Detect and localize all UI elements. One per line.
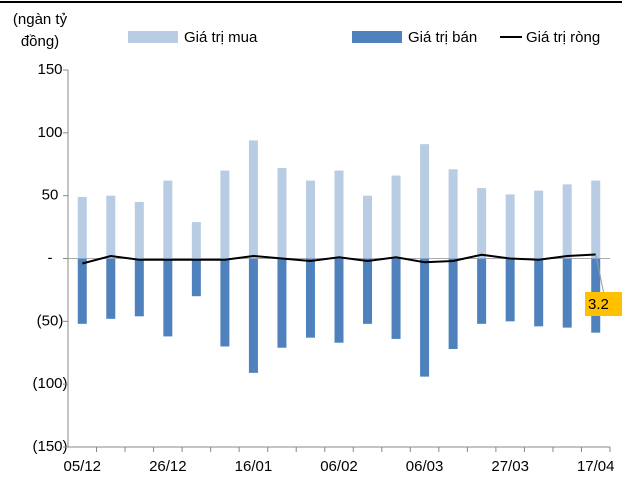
bar [448,169,458,259]
y-tick-label: 150 [37,61,62,78]
bar [277,258,287,348]
x-tick-label: 05/12 [63,458,101,475]
bar [505,258,515,322]
y-tick-label: 50 [42,187,59,204]
bar [134,201,144,259]
bar [277,168,287,259]
legend-label: Giá trị mua [184,29,258,46]
bar [363,195,373,259]
bar [77,196,87,259]
x-tick-label: 17/04 [577,458,615,475]
bar [334,258,344,343]
bar [191,222,201,259]
y-axis-label: đồng) [21,33,59,50]
callout-box [585,292,622,316]
bar [391,175,401,259]
legend-swatch [352,31,402,43]
bar [448,258,458,349]
legend-label: Giá trị bán [408,29,477,46]
bar [591,180,601,259]
bar [562,184,572,259]
legend-swatch [128,31,178,43]
bar [477,258,487,324]
bar [534,258,544,327]
bar [248,258,258,373]
y-tick-label: (100) [32,375,67,392]
y-axis-label: (ngàn tỷ [13,11,68,28]
bar [305,180,315,259]
bar [220,258,230,347]
bar [134,258,144,317]
bar [534,190,544,259]
bar [163,258,173,337]
x-tick-label: 26/12 [149,458,187,475]
y-tick-label: 100 [37,124,62,141]
bar [163,180,173,259]
legend-label: Giá trị ròng [526,29,600,46]
bar [391,258,401,339]
y-tick-label: (50) [37,312,64,329]
x-tick-label: 06/02 [320,458,358,475]
callout-leader [595,254,605,294]
net-line [82,253,596,265]
x-tick-label: 16/01 [235,458,273,475]
bar [106,195,116,259]
bar [420,144,430,259]
bar [420,258,430,377]
bar [562,258,572,328]
bar [191,258,201,297]
bar [106,258,116,319]
x-tick-label: 06/03 [406,458,444,475]
bar [305,258,315,338]
data-label: 3.2 [588,296,609,313]
y-tick-label: (150) [32,438,67,455]
x-tick-label: 27/03 [491,458,529,475]
bar [363,258,373,324]
bar [505,194,515,259]
bar [477,188,487,259]
bar [77,258,87,324]
y-tick-label: - [48,249,53,266]
bar [220,170,230,259]
bar [248,140,258,259]
bar [334,170,344,259]
